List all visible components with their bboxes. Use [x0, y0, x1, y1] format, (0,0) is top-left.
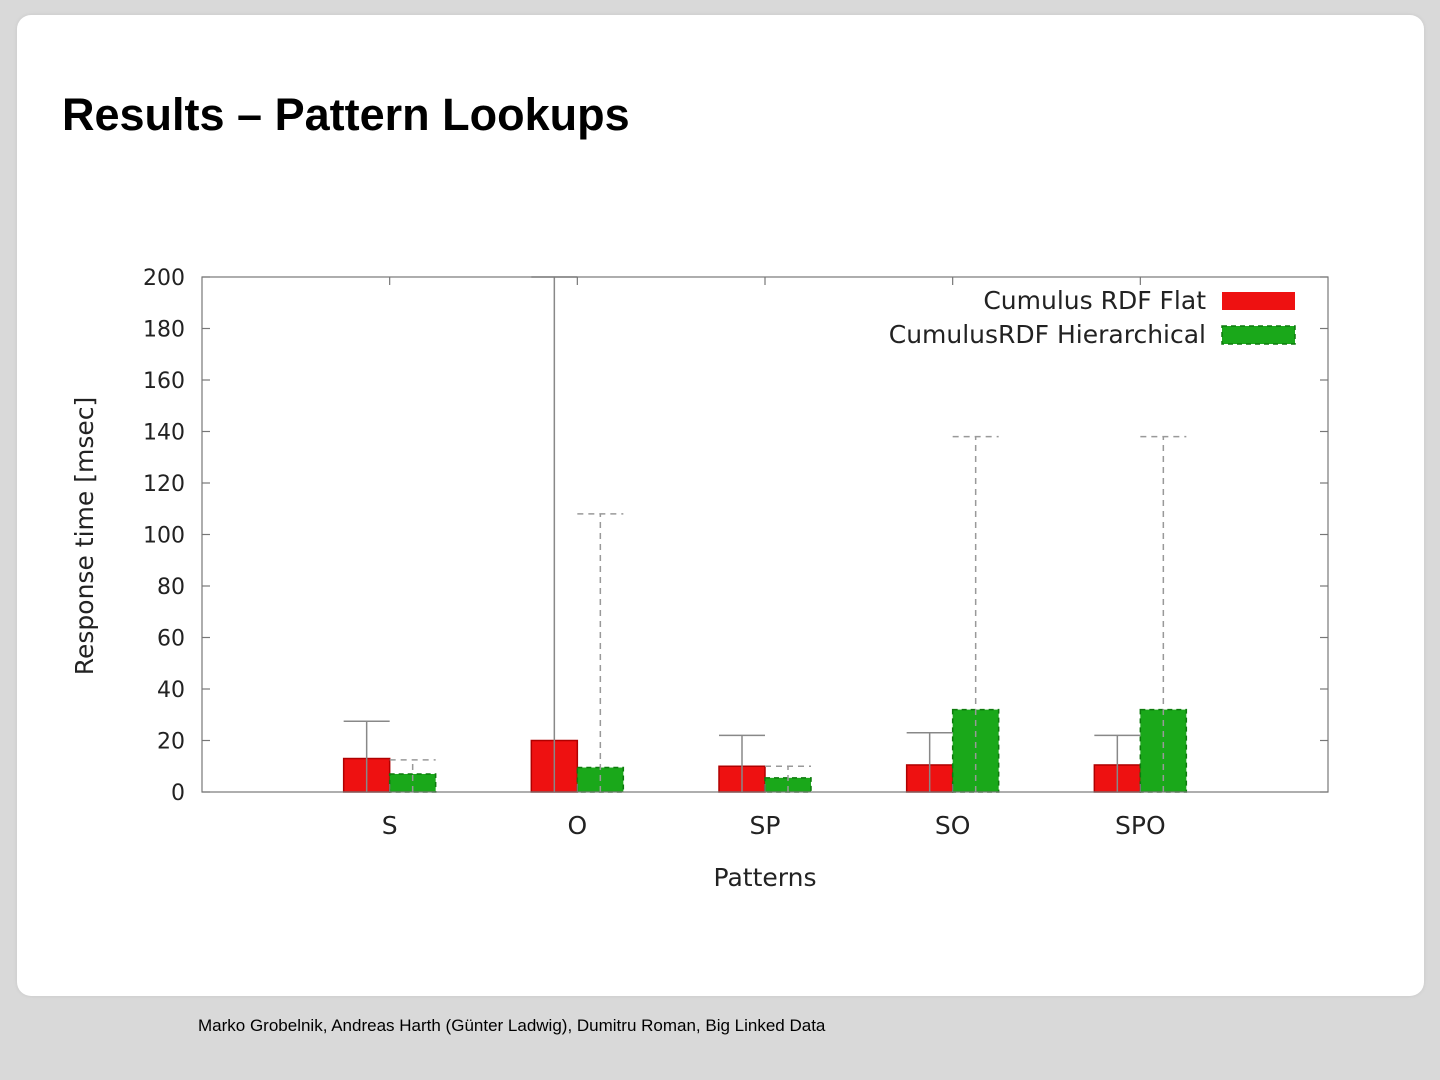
x-category-label: SO — [935, 811, 971, 840]
x-axis-categories: S O SP SO SPO — [382, 277, 1166, 840]
legend: Cumulus RDF Flat CumulusRDF Hierarchical — [889, 286, 1296, 349]
x-axis-label: Patterns — [714, 863, 817, 892]
legend-label-hierarchical: CumulusRDF Hierarchical — [889, 320, 1206, 349]
bars — [342, 708, 1188, 793]
y-tick-label: 40 — [157, 678, 185, 703]
bar-hierarchical — [388, 773, 437, 793]
y-tick-label: 140 — [143, 421, 185, 446]
y-tick-label: 0 — [171, 781, 185, 806]
x-category-label: SPO — [1115, 811, 1166, 840]
legend-swatch-hierarchical — [1221, 325, 1296, 345]
x-category-label: S — [382, 811, 398, 840]
y-tick-label: 160 — [143, 369, 185, 394]
y-tick-label: 100 — [143, 524, 185, 549]
y-axis-label: Response time [msec] — [70, 397, 99, 675]
y-tick-label: 60 — [157, 627, 185, 652]
error-bars — [343, 276, 1187, 792]
y-tick-label: 120 — [143, 472, 185, 497]
y-tick-label: 200 — [143, 266, 185, 291]
slide-title: Results – Pattern Lookups — [62, 89, 630, 140]
legend-swatch-flat — [1222, 292, 1295, 310]
y-tick-label: 180 — [143, 318, 185, 343]
legend-label-flat: Cumulus RDF Flat — [983, 286, 1206, 315]
x-category-label: O — [567, 811, 587, 840]
y-axis-ticks: 0 20 40 60 80 100 120 140 160 180 200 — [143, 266, 1328, 806]
slide-footer: Marko Grobelnik, Andreas Harth (Günter L… — [198, 1016, 826, 1035]
y-tick-label: 80 — [157, 575, 185, 600]
y-tick-label: 20 — [157, 730, 185, 755]
x-category-label: SP — [750, 811, 781, 840]
slide: Results – Pattern Lookups — [17, 15, 1424, 996]
